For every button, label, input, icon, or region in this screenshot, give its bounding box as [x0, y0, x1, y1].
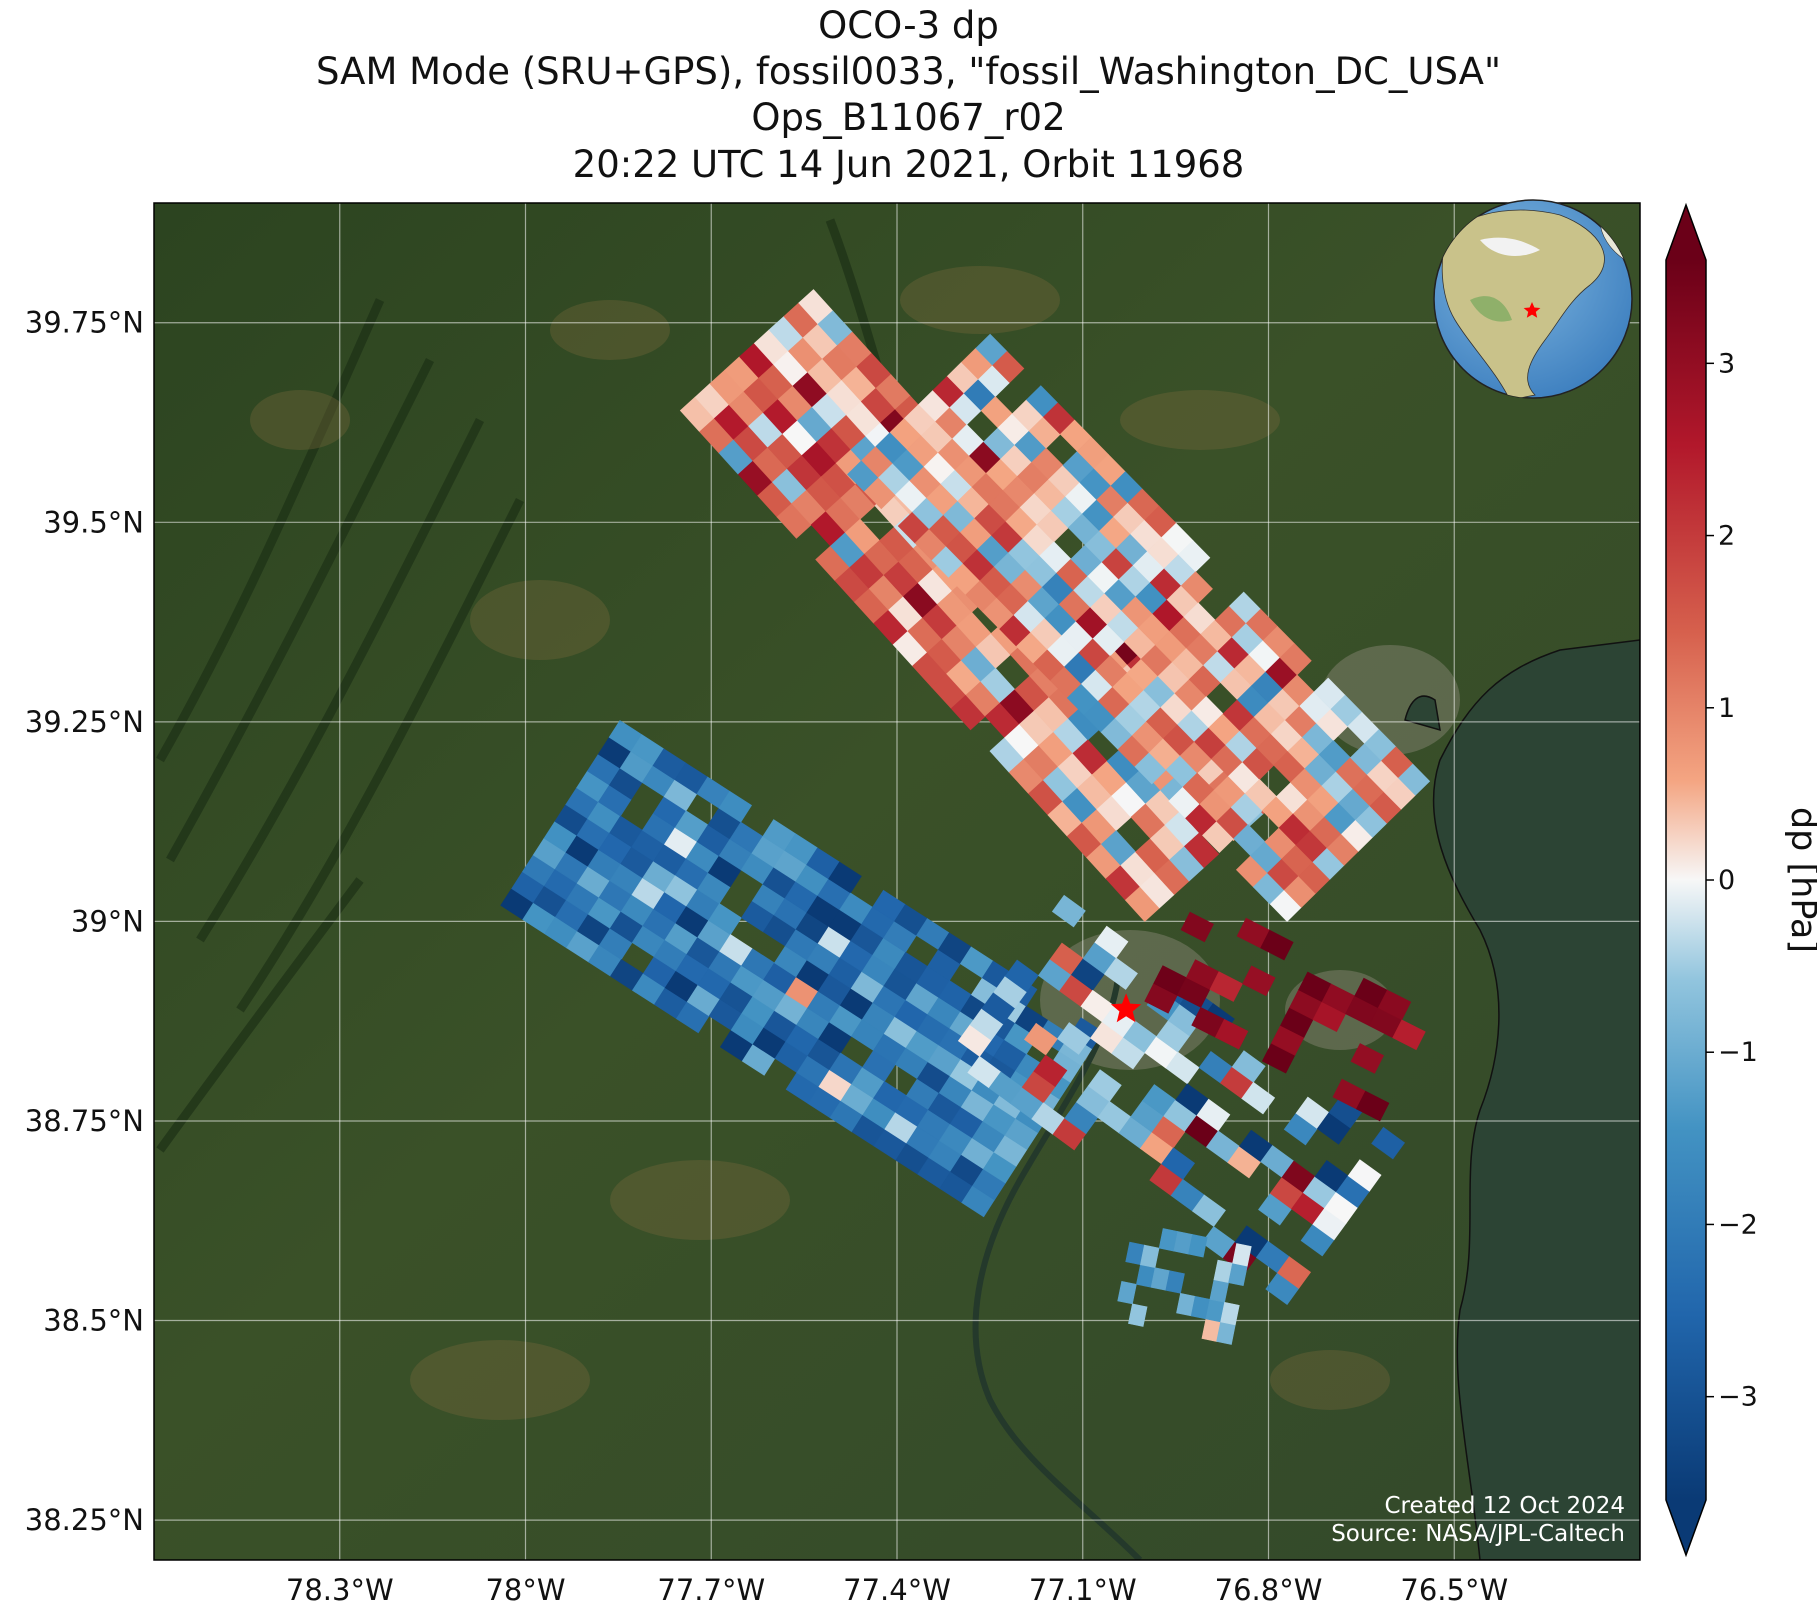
sounding-cell [1231, 1050, 1266, 1083]
sounding-cell [992, 350, 1025, 384]
sounding-cell [1178, 540, 1211, 573]
lon-tick-label: 77.1°W [1029, 1573, 1137, 1607]
sounding-cell [1260, 929, 1294, 961]
sounding-cell [1371, 1126, 1406, 1160]
colorbar-gradient [1666, 260, 1706, 1500]
chesapeake-bay [1404, 639, 1640, 1560]
sounding-cell [1087, 1069, 1122, 1102]
sounding-cell [1377, 989, 1412, 1021]
title-line-1: OCO-3 dp [818, 4, 999, 47]
sounding-cell [1214, 1018, 1249, 1050]
lat-tick-label: 39°N [71, 904, 144, 938]
swath [957, 894, 1406, 1306]
colorbar-tick-label: −3 [1718, 1382, 1758, 1413]
sounding-cell [1184, 832, 1220, 869]
title-line-4: 20:22 UTC 14 Jun 2021, Orbit 11968 [572, 143, 1245, 186]
sounding-cell [1165, 1270, 1185, 1294]
sounding-cell [1347, 1159, 1382, 1192]
sounding-cell [1277, 1256, 1312, 1289]
lon-tick-label: 77.7°W [657, 1573, 765, 1607]
sounding-cell [1242, 965, 1276, 997]
colorbar-label: dp [hPa] [1783, 807, 1817, 953]
sounding-cell [1188, 1234, 1208, 1258]
sounding-cell [1232, 1243, 1252, 1267]
sounding-cell [1161, 1147, 1196, 1180]
sounding-cell [1128, 1303, 1148, 1327]
swath [1117, 1228, 1252, 1345]
sounding-cell [1398, 763, 1431, 796]
credit-source: Source: NASA/JPL-Caltech [1331, 1521, 1625, 1547]
sounding-cell [1392, 1019, 1426, 1051]
map-frame [153, 202, 1641, 1561]
sounding-cell [1033, 1054, 1068, 1088]
lat-tick-label: 39.5°N [43, 505, 144, 539]
sounding-swaths [500, 289, 1431, 1345]
north-america-land [1441, 209, 1605, 398]
colorbar-tick-label: −1 [1718, 1037, 1758, 1068]
colorbar-extend-max [1666, 205, 1706, 260]
lat-tick-label: 38.5°N [43, 1304, 144, 1338]
colorbar: 3 2 1 0 −1 −2 −3 dp [hPa] [1665, 202, 1817, 1558]
colorbar-tick-label: 1 [1718, 693, 1735, 724]
lon-tick-label: 78°W [485, 1573, 565, 1607]
target-star [1110, 993, 1142, 1023]
axis-tick-labels: 78.3°W 78°W 77.7°W 77.4°W 77.1°W 76.8°W 76.5°W… [25, 306, 1508, 1607]
colorbar-tick-label: 2 [1718, 521, 1735, 552]
lon-tick-label: 77.4°W [843, 1573, 951, 1607]
inset-globe [1433, 199, 1633, 399]
sounding-cell [1180, 571, 1213, 604]
lon-tick-label: 78.3°W [286, 1573, 394, 1607]
sounding-cell [1350, 1043, 1385, 1074]
sounding-cell [1241, 1081, 1276, 1115]
farmland-patches [250, 266, 1390, 1420]
colorbar-extend-min [1666, 1500, 1706, 1555]
title-line-3: Ops_B11067_r02 [751, 96, 1066, 139]
colorbar-ticks: 3 2 1 0 −1 −2 −3 [1706, 348, 1758, 1413]
title-line-2: SAM Mode (SRU+GPS), fossil0033, "fossil_… [316, 50, 1501, 93]
sounding-cell [1355, 1090, 1390, 1122]
lat-tick-label: 38.25°N [25, 1503, 144, 1537]
lon-tick-label: 76.8°W [1215, 1573, 1323, 1607]
colorbar-tick-label: 0 [1718, 865, 1735, 896]
sounding-cell [1103, 957, 1138, 990]
colorbar-tick-label: −2 [1718, 1209, 1758, 1240]
lat-tick-label: 39.75°N [25, 306, 144, 340]
colorbar-tick-label: 3 [1718, 348, 1735, 379]
sounding-cell [1279, 643, 1312, 676]
sounding-cell [1051, 894, 1086, 928]
credit-created: Created 12 Oct 2024 [1384, 1493, 1625, 1519]
swath [847, 333, 1431, 922]
sounding-cell [718, 790, 753, 823]
lat-tick-label: 39.25°N [25, 705, 144, 739]
target-marker [1110, 993, 1142, 1023]
sounding-cell [1191, 1194, 1226, 1227]
swath [1144, 911, 1426, 1122]
sounding-cell [1196, 1098, 1231, 1132]
sounding-cell [1220, 1301, 1240, 1326]
globe-target-star [1523, 302, 1541, 318]
lat-tick-label: 38.75°N [25, 1104, 144, 1138]
sounding-cell [1180, 911, 1214, 943]
potomac-river [972, 977, 1143, 1560]
sounding-cell [828, 861, 862, 894]
sounding-cell [1094, 925, 1129, 959]
lon-tick-label: 76.5°W [1400, 1573, 1508, 1607]
